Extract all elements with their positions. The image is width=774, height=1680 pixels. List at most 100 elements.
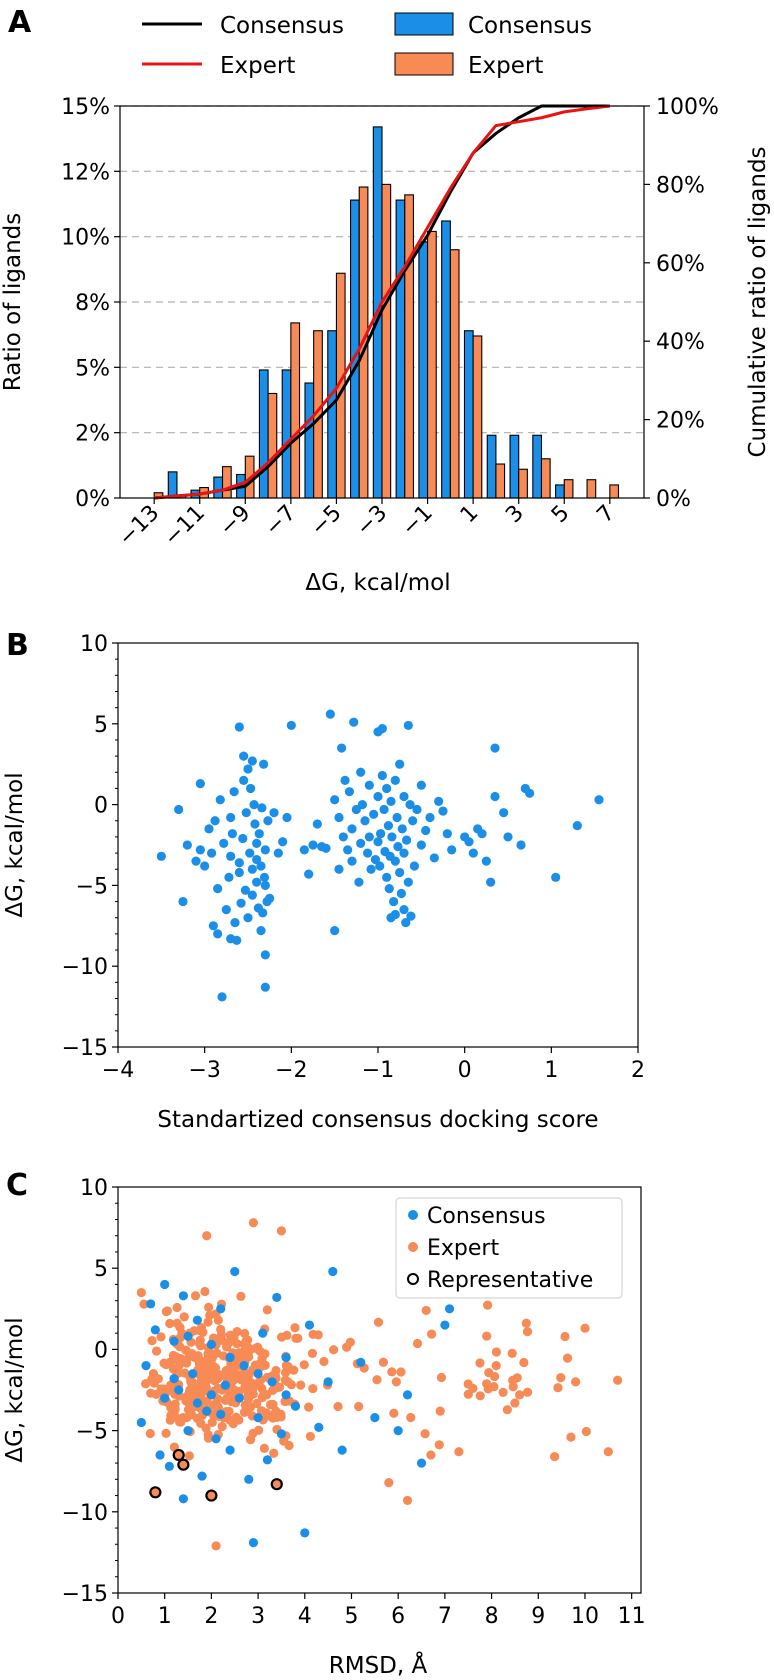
scatter-point-consensus [477,829,487,839]
scatter-point-consensus [226,851,236,861]
scatter-point-consensus [444,1304,455,1314]
scatter-point-consensus [357,800,367,810]
scatter-point-consensus [216,1409,226,1419]
scatter-point-expert [248,1428,258,1438]
scatter-point-expert [174,1360,184,1370]
scatter-point-expert [201,1376,211,1387]
scatter-point-expert [491,1347,502,1357]
scatter-point-consensus [245,848,255,858]
scatter-point-expert [172,1302,182,1313]
scatter-point-expert [290,1323,300,1333]
scatter-point-consensus [468,848,478,858]
scatter-point-expert [296,1380,306,1390]
scatter-point-expert [161,1428,171,1438]
scatter-point-expert [550,1451,560,1462]
scatter-point-consensus [364,780,374,790]
scatter-point-expert [203,1317,213,1327]
scatter-point-consensus [246,783,256,794]
scatter-point-consensus [312,819,322,829]
scatter-point-expert [508,1375,518,1385]
scatter-point-expert [229,1375,239,1385]
scatter-point-consensus [191,856,201,866]
scatter-point-consensus [257,803,267,813]
scatter-point-expert [475,1358,485,1368]
bar-expert [290,322,301,499]
scatter-point-expert [161,1359,171,1370]
scatter-point-expert [240,1341,251,1352]
legend-consensus-label: Consensus [427,1204,546,1229]
scatter-point-consensus [397,824,407,834]
scatter-point-expert [276,1226,287,1236]
scatter-point-expert [209,1410,219,1420]
bar-consensus [213,476,224,499]
scatter-point-consensus [252,854,262,865]
scatter-point-consensus [525,788,535,798]
x-tick-label: 3 [251,1604,265,1629]
scatter-point-consensus [343,845,353,855]
panel-a-histogram: 0%2%5%8%10%12%15%0%20%40%60%80%100%−13−1… [0,12,771,596]
scatter-point-consensus [308,840,318,850]
x-tick-label: 8 [485,1604,499,1629]
bar-consensus [395,199,406,499]
scatter-point-consensus [286,720,296,731]
scatter-point-consensus [401,917,411,928]
scatter-point-consensus [442,829,452,839]
scatter-point-expert [262,1408,272,1418]
scatter-point-consensus [160,1393,170,1403]
scatter-point-expert [566,1432,576,1442]
y-tick-label: 15% [61,95,110,120]
x-tick-label: −2 [275,1058,307,1083]
scatter-point-consensus [416,1458,427,1468]
scatter-point-consensus [248,1538,259,1548]
scatter-point-consensus [281,1352,291,1363]
scatter-point-consensus [213,929,223,939]
y-tick-label: 10 [80,1176,108,1201]
scatter-point-consensus [376,829,386,839]
scatter-point-consensus [195,778,205,789]
bar-consensus [555,484,565,499]
scatter-point-consensus [393,1426,403,1436]
bar-expert [586,479,597,499]
scatter-point-consensus [234,722,244,732]
scatter-point-consensus [207,848,217,858]
scatter-point-consensus [219,838,229,848]
bar-consensus [509,434,520,499]
scatter-point-consensus [314,1422,324,1432]
bar-consensus [258,369,269,499]
x-tick-label: −13 [114,501,165,552]
scatter-point-consensus [364,832,374,842]
scatter-point-expert [434,1440,444,1450]
scatter-point-expert [248,1218,259,1228]
scatter-point-expert [241,1369,251,1379]
scatter-point-consensus [229,787,239,797]
scatter-point-consensus [260,880,270,891]
scatter-point-expert [354,1401,364,1412]
scatter-point-consensus [304,1320,315,1330]
scatter-point-expert [421,1305,431,1316]
scatter-point-expert [184,1451,194,1461]
scatter-point-representative [172,1448,185,1462]
scatter-point-expert [293,1333,303,1343]
scatter-point-consensus [178,1494,188,1504]
scatter-point-expert [304,1402,314,1412]
scatter-point-representative [149,1486,162,1499]
scatter-point-expert [147,1374,157,1384]
scatter-point-consensus [399,791,409,802]
scatter-point-expert [217,1421,227,1432]
x-tick-label: 1 [456,501,484,529]
scatter-point-consensus [321,843,331,853]
y2-tick-label: 60% [656,252,705,277]
x-tick-label: −7 [260,501,301,542]
bar-consensus [532,434,543,499]
bar-expert [518,468,528,499]
scatter-point-consensus [200,861,210,871]
scatter-point-expert [420,1429,430,1439]
y-tick-label: 10 [80,632,108,657]
scatter-point-consensus [178,1291,188,1301]
scatter-point-expert [228,1393,238,1404]
panel-a-legend: Consensus Expert Consensus Expert [142,12,592,79]
panel-c-axes: 0 1 2 3 4 5 6 7 8 9 10 11 −15 −10 −5 0 5 10 [62,1176,646,1629]
scatter-point-expert [307,1348,318,1358]
scatter-point-consensus [382,783,392,794]
scatter-point-consensus [405,800,415,810]
